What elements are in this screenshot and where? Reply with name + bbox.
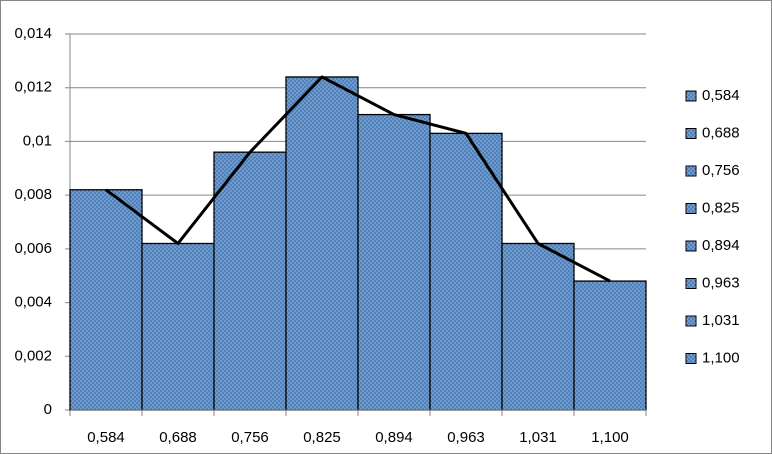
legend-label: 0,688 (702, 124, 740, 141)
bar (573, 280, 647, 411)
y-tick-label: 0,008 (14, 186, 52, 203)
x-tick-label: 0,584 (87, 429, 125, 446)
y-tick-label: 0,012 (14, 79, 52, 96)
x-tick-label: 0,825 (303, 429, 341, 446)
x-tick-label: 0,756 (231, 429, 269, 446)
x-tick-label: 1,031 (519, 429, 557, 446)
legend-label: 0,756 (702, 162, 740, 179)
line (105, 75, 611, 283)
bar (357, 113, 431, 411)
y-tick-label: 0 (44, 401, 52, 418)
bar (501, 242, 575, 411)
y-tick-label: 0,014 (14, 25, 52, 42)
y-tick-label: 0,01 (23, 132, 52, 149)
legend-label: 0,825 (702, 199, 740, 216)
legend-label: 0,584 (702, 87, 740, 104)
y-tick-label: 0,006 (14, 240, 52, 257)
legend-label: 0,963 (702, 274, 740, 291)
legend-swatch (685, 353, 697, 364)
legend-swatch (685, 240, 697, 252)
legend-label: 0,894 (702, 237, 740, 254)
legend-label: 1,100 (702, 349, 740, 366)
y-tick-label: 0,004 (14, 294, 52, 311)
y-tick-label: 0,002 (14, 347, 52, 364)
legend-swatch (685, 278, 697, 289)
bar (213, 151, 287, 411)
x-tick-label: 0,894 (375, 429, 413, 446)
legend-swatch (685, 203, 697, 214)
x-tick-label: 0,688 (159, 429, 197, 446)
legend-swatch (685, 128, 697, 139)
legend-label: 1,031 (702, 312, 740, 329)
legend-swatch (685, 165, 697, 177)
legend-swatch (685, 90, 697, 102)
bar (285, 76, 359, 411)
bar (141, 242, 215, 411)
x-tick-label: 0,963 (447, 429, 485, 446)
bar (69, 189, 143, 411)
x-tick-label: 1,100 (591, 429, 629, 446)
bar (429, 132, 503, 411)
legend-swatch (685, 315, 697, 327)
